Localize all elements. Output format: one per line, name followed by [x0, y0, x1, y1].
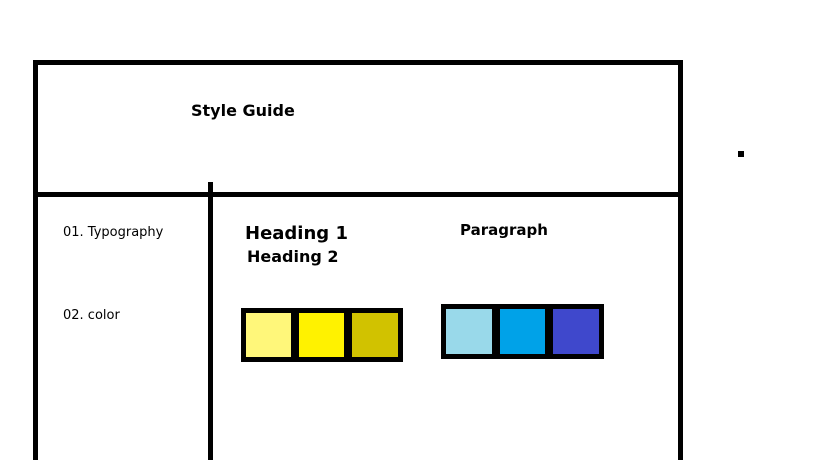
swatch-blue-dark [548, 304, 604, 359]
paragraph-sample: Paragraph [460, 221, 548, 239]
header-divider [33, 192, 683, 197]
swatch-blue-light [441, 304, 497, 359]
frame-top-border [33, 60, 683, 65]
swatch-yellow [294, 308, 349, 362]
sidebar-item-color[interactable]: 02. color [63, 308, 120, 323]
swatch-yellow-dark [347, 308, 403, 362]
page-title: Style Guide [191, 101, 295, 120]
swatch-yellow-light [241, 308, 296, 362]
swatch-blue [495, 304, 550, 359]
heading-2-sample: Heading 2 [247, 247, 339, 266]
sidebar-divider [208, 182, 213, 460]
frame-right-border [678, 60, 683, 460]
frame-left-border [33, 60, 38, 460]
stray-dot [738, 151, 744, 157]
sidebar-item-typography[interactable]: 01. Typography [63, 225, 164, 240]
heading-1-sample: Heading 1 [245, 223, 348, 244]
